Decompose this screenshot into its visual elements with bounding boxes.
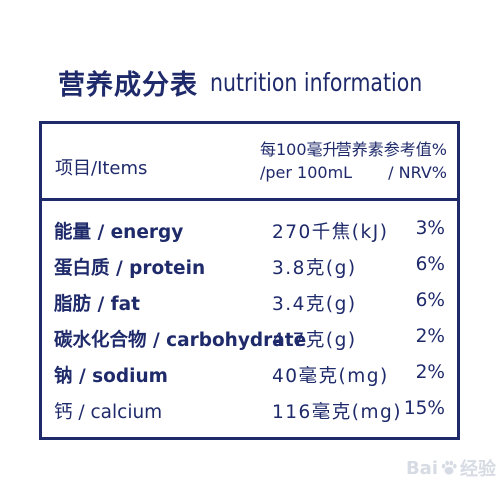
- title: 营养成分表 nutrition information: [58, 62, 469, 102]
- header-items-label: 项目/Items: [55, 158, 148, 179]
- watermark-text-right: 经验: [460, 459, 496, 480]
- table-row: 碳水化合物 / carbohydrate 4.7克(g) 2%: [42, 320, 457, 356]
- row-value: 40毫克(mg): [272, 366, 389, 387]
- row-name: 脂肪 / fat: [54, 294, 141, 315]
- row-value: 270千焦(kJ): [272, 222, 389, 243]
- header-nrv-en: / NRV%: [388, 163, 447, 182]
- row-value: 3.8克(g): [272, 258, 357, 279]
- row-name: 碳水化合物 / carbohydrate: [54, 330, 307, 351]
- row-nrv: 2%: [415, 362, 445, 383]
- row-nrv: 3%: [415, 218, 445, 239]
- table-body: 能量 / energy 270千焦(kJ) 3% 蛋白质 / protein 3…: [42, 212, 457, 428]
- row-nrv: 6%: [415, 290, 445, 311]
- header-per-cn: 每100毫升: [260, 140, 339, 159]
- table-row: 钠 / sodium 40毫克(mg) 2%: [42, 356, 457, 392]
- paw-icon: [441, 460, 457, 475]
- row-nrv: 2%: [415, 326, 445, 347]
- row-value: 116毫克(mg): [272, 402, 403, 423]
- title-english: nutrition information: [210, 67, 423, 97]
- watermark-text-left: Bai: [405, 457, 438, 479]
- header-divider: [42, 198, 457, 201]
- row-name: 钠 / sodium: [54, 366, 168, 387]
- nutrition-table: 项目/Items 每100毫升 /per 100mL 营养素参考值% / NRV…: [39, 121, 460, 440]
- baidu-jingyan-watermark: Bai 经验: [318, 440, 496, 496]
- row-nrv: 15%: [403, 398, 445, 419]
- row-nrv: 6%: [415, 254, 445, 275]
- header-nrv-cn: 营养素参考值%: [335, 140, 447, 159]
- header-per-100ml: 每100毫升 /per 100mL: [260, 138, 352, 184]
- row-name: 钙 / calcium: [54, 402, 163, 423]
- table-row: 能量 / energy 270千焦(kJ) 3%: [42, 212, 457, 248]
- row-name: 能量 / energy: [54, 222, 184, 243]
- row-value: 4.7克(g): [272, 330, 357, 351]
- title-chinese: 营养成分表: [58, 69, 198, 101]
- table-row: 钙 / calcium 116毫克(mg) 15%: [42, 392, 457, 428]
- header-nrv: 营养素参考值% / NRV%: [336, 138, 447, 184]
- header-per-en: /per 100mL: [260, 163, 353, 182]
- row-value: 3.4克(g): [272, 294, 357, 315]
- table-row: 蛋白质 / protein 3.8克(g) 6%: [42, 248, 457, 284]
- table-row: 脂肪 / fat 3.4克(g) 6%: [42, 284, 457, 320]
- row-name: 蛋白质 / protein: [54, 258, 206, 279]
